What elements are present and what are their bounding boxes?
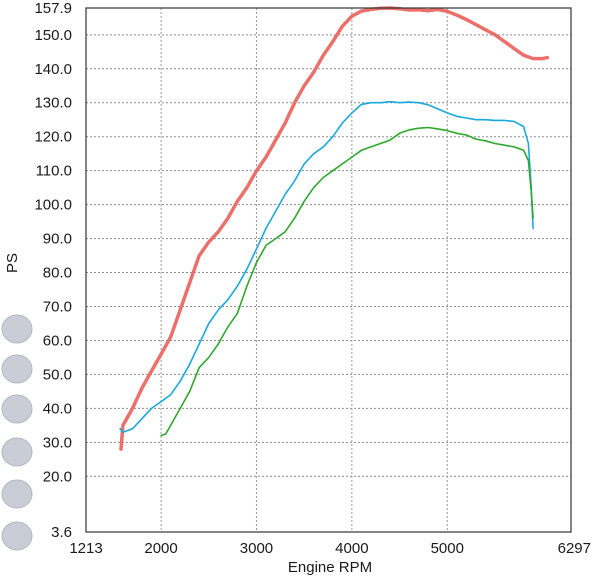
y-tick-label: 60.0: [43, 332, 72, 349]
series-line-1: [119, 6, 550, 451]
y-tick-label: 90.0: [43, 231, 72, 248]
y-tick-label: 120.0: [34, 129, 72, 146]
y-tick-label: 150.0: [34, 27, 72, 44]
binder-holes: [1, 314, 33, 551]
y-tick-label: 100.0: [34, 197, 72, 214]
binder-hole: [1, 354, 33, 384]
x-tick-label: 5000: [431, 540, 464, 557]
x-tick-label: 1213: [69, 540, 102, 557]
y-tick-label: 80.0: [43, 265, 72, 282]
y-tick-label: 3.6: [51, 524, 72, 541]
y-tick-label: 20.0: [43, 468, 72, 485]
series-line-3: [160, 126, 534, 437]
y-tick-label: 50.0: [43, 366, 72, 383]
x-axis-ticks: 1213 2000 3000 4000 5000 6297: [69, 540, 591, 557]
y-tick-label: 40.0: [43, 400, 72, 417]
binder-hole: [1, 479, 33, 509]
x-tick-label: 6297: [558, 540, 591, 557]
y-tick-label: 30.0: [43, 434, 72, 451]
x-tick-label: 2000: [144, 540, 177, 557]
y-tick-label: 130.0: [34, 95, 72, 112]
binder-hole: [1, 437, 33, 467]
series-group: [119, 6, 550, 451]
y-tick-label: 140.0: [34, 61, 72, 78]
y-tick-label: 70.0: [43, 299, 72, 316]
x-tick-label: 4000: [335, 540, 368, 557]
grid: [86, 8, 571, 532]
binder-hole: [1, 521, 33, 551]
binder-hole: [1, 394, 33, 424]
binder-hole: [1, 314, 33, 344]
plot-frame: [85, 7, 572, 533]
x-tick-label: 3000: [240, 540, 273, 557]
series-line-2: [119, 100, 534, 433]
y-axis-ticks: 157.9 150.0 140.0 130.0 120.0 110.0 100.0 90.0 8…: [34, 0, 72, 541]
x-axis-title: Engine RPM: [288, 559, 372, 576]
y-tick-label: 110.0: [36, 163, 72, 180]
y-tick-label: 157.9: [34, 0, 72, 17]
y-axis-title: PS: [4, 253, 21, 273]
